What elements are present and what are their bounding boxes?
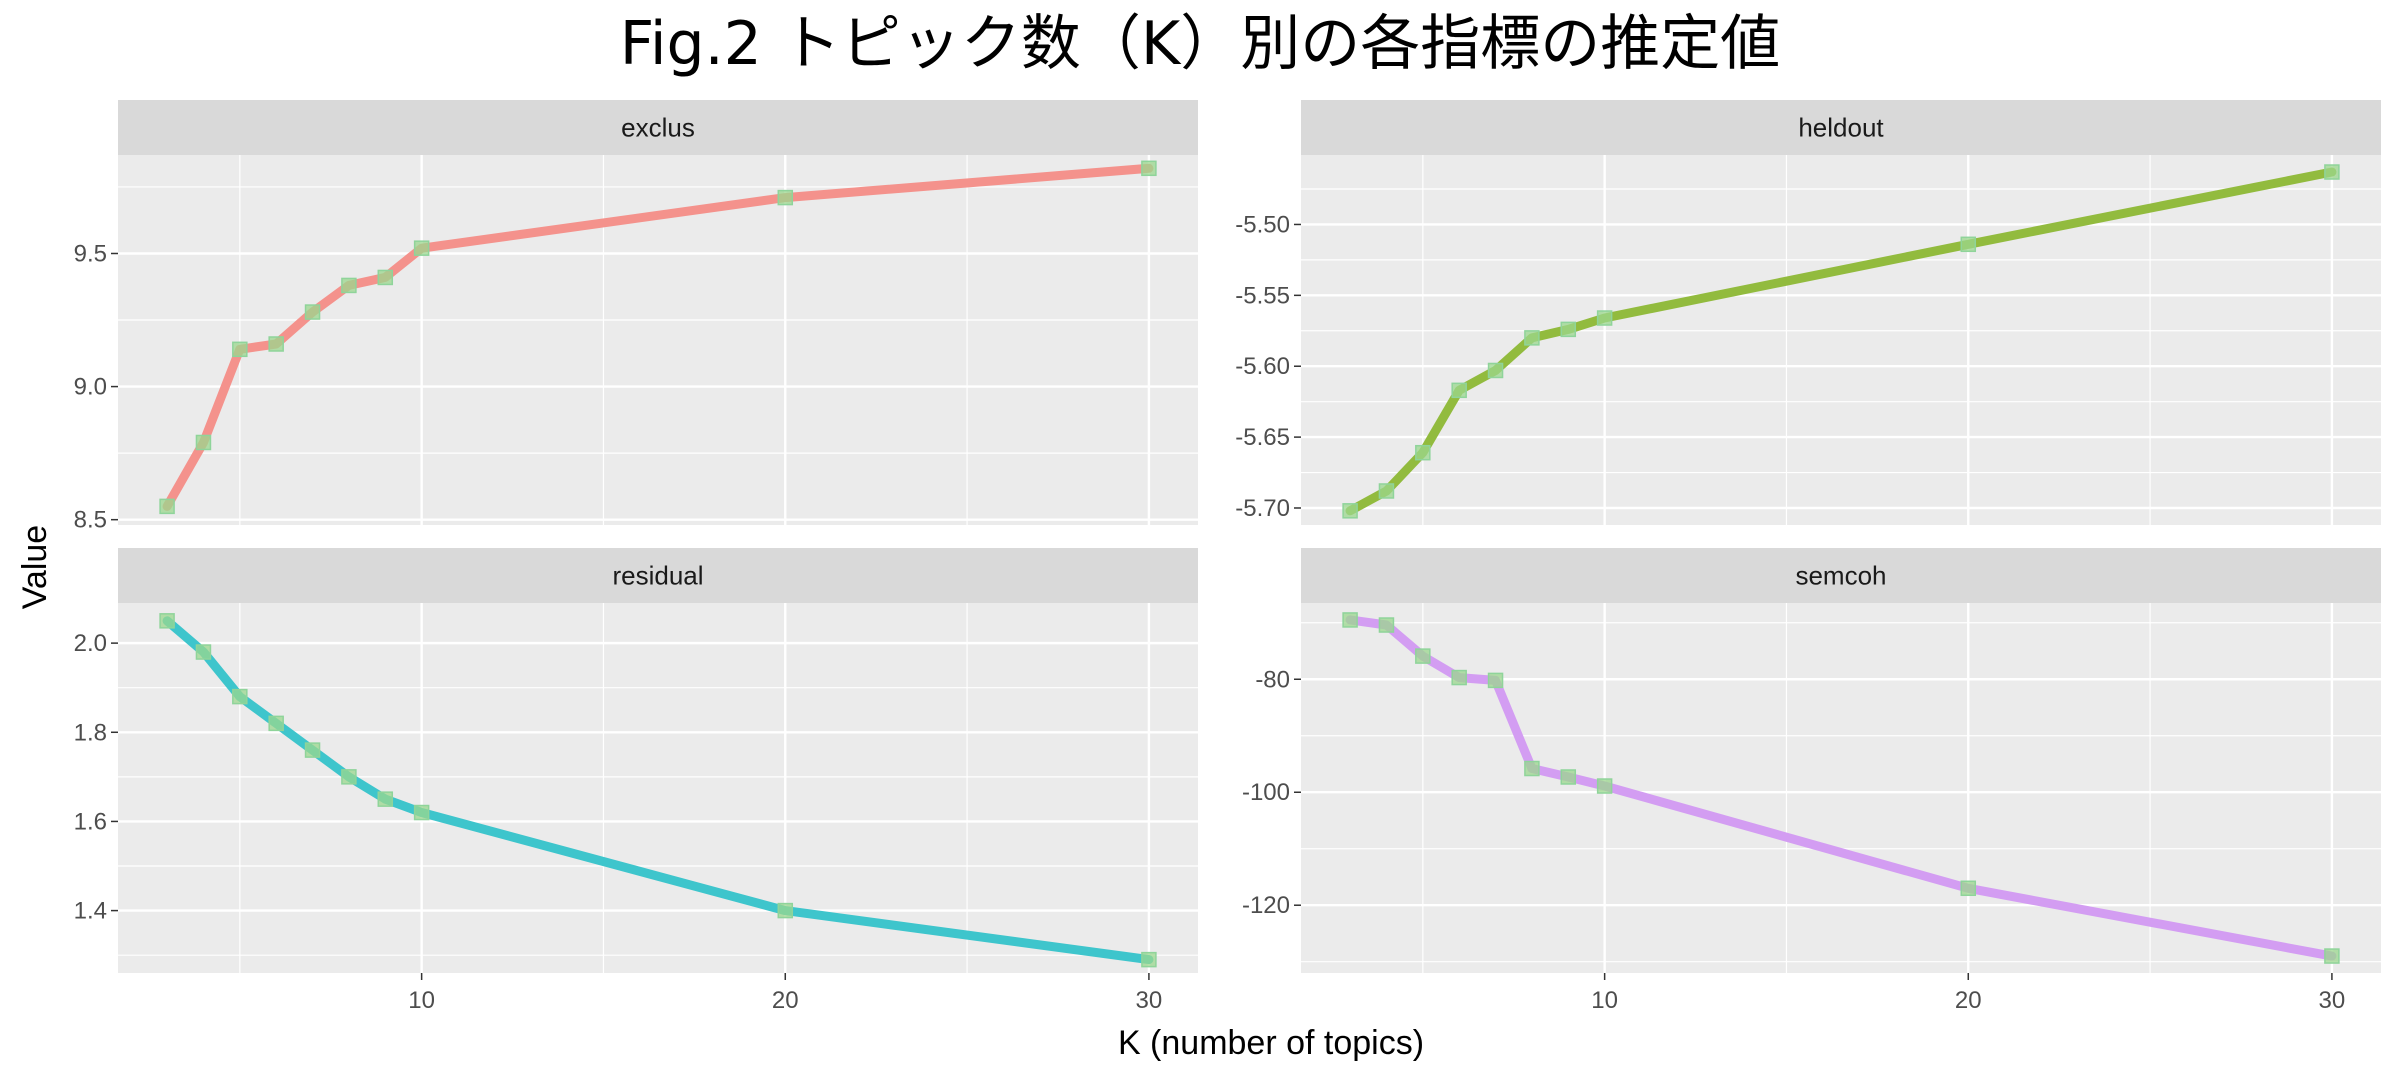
data-point	[232, 688, 248, 705]
y-tick-label: -5.55	[1235, 282, 1290, 309]
chart-title: Fig.2 トピック数（K）別の各指標の推定値	[620, 9, 1781, 79]
facet-exclus: exclus 8.5 9.0 9.5	[74, 100, 1198, 534]
data-point	[1560, 769, 1577, 785]
data-point	[304, 304, 321, 320]
data-point	[1378, 617, 1395, 633]
facet-residual: residual 1.4 1.6 1.8 2.0 10 20 30	[74, 548, 1198, 1014]
facet-strip	[118, 548, 1198, 603]
data-point	[377, 269, 394, 286]
data-point	[341, 277, 357, 294]
y-tick-label: -120	[1242, 892, 1290, 919]
x-tick-label: 30	[1136, 987, 1163, 1014]
data-point	[1415, 444, 1431, 461]
data-point	[1451, 669, 1467, 686]
data-point	[1141, 160, 1157, 177]
data-point	[2324, 164, 2340, 180]
y-tick-label: 9.0	[74, 374, 107, 401]
panel-background	[1301, 603, 2381, 973]
data-point	[2324, 948, 2340, 964]
y-tick-label: -5.70	[1235, 495, 1290, 522]
facet-semcoh: semcoh -120 -100 -80 10 20 30	[1242, 548, 2381, 1014]
data-point	[413, 240, 430, 256]
data-point	[341, 769, 357, 785]
facet-strip-label: semcoh	[1795, 561, 1886, 591]
x-tick-label: 10	[1591, 987, 1618, 1014]
data-point	[1342, 612, 1358, 628]
data-point	[413, 804, 430, 821]
y-tick-label: 9.5	[74, 240, 107, 267]
data-point	[1596, 310, 1613, 326]
data-point	[1960, 880, 1977, 897]
data-point	[1451, 382, 1467, 399]
facet-strip	[1301, 100, 2381, 155]
panel-background	[118, 603, 1198, 973]
data-point	[1378, 483, 1395, 499]
data-point	[377, 791, 394, 807]
facet-heldout: heldout -5.70 -5.65 -5.60 -5.55 -5.50	[1235, 100, 2381, 525]
data-point	[268, 336, 284, 352]
data-point	[1524, 760, 1540, 777]
facet-strip-label: exclus	[621, 113, 695, 143]
y-axis-title: Value	[16, 525, 54, 609]
data-point	[1960, 236, 1977, 253]
y-tick-label: -5.50	[1235, 211, 1290, 238]
panel-background	[1301, 155, 2381, 525]
y-tick-label: -5.65	[1235, 424, 1290, 451]
data-point	[1560, 321, 1577, 338]
data-point	[159, 613, 175, 629]
series-line-heldout	[1345, 167, 2337, 516]
x-tick-label: 20	[772, 987, 799, 1014]
data-point	[777, 189, 794, 206]
data-point	[1596, 778, 1613, 794]
y-tick-label: 1.4	[74, 898, 107, 925]
data-point	[1487, 672, 1504, 689]
series-line-exclus	[162, 163, 1154, 511]
y-tick-label: -80	[1255, 666, 1290, 693]
data-point	[304, 742, 321, 758]
x-axis-title: K (number of topics)	[1118, 1024, 1424, 1062]
x-tick-label: 30	[2319, 987, 2346, 1014]
data-point	[1141, 951, 1157, 968]
y-tick-label: 1.6	[74, 808, 107, 835]
y-tick-label: 1.8	[74, 719, 107, 746]
data-point	[1524, 330, 1540, 346]
data-point	[232, 341, 248, 358]
facet-panels: exclus 8.5 9.0 9.5 heldout -5.70 -5.65 -5.60 -5.…	[74, 100, 2381, 1014]
series-line-residual	[162, 616, 1154, 965]
x-tick-label: 20	[1955, 987, 1982, 1014]
data-point	[195, 434, 212, 451]
y-tick-label: 2.0	[74, 630, 107, 657]
y-tick-label: -100	[1242, 779, 1290, 806]
data-point	[1487, 362, 1504, 379]
data-point	[195, 644, 212, 660]
data-point	[1415, 648, 1431, 664]
data-point	[1342, 503, 1358, 519]
facet-strip-label: heldout	[1798, 113, 1884, 143]
facet-strip-label: residual	[612, 561, 703, 591]
data-point	[777, 902, 794, 919]
series-line-semcoh	[1345, 615, 2337, 961]
y-tick-label: -5.60	[1235, 353, 1290, 380]
facet-strip	[1301, 548, 2381, 603]
data-point	[159, 498, 175, 515]
facet-strip	[118, 100, 1198, 155]
x-tick-label: 10	[408, 987, 435, 1014]
data-point	[268, 715, 284, 732]
y-tick-label: 8.5	[74, 507, 107, 534]
